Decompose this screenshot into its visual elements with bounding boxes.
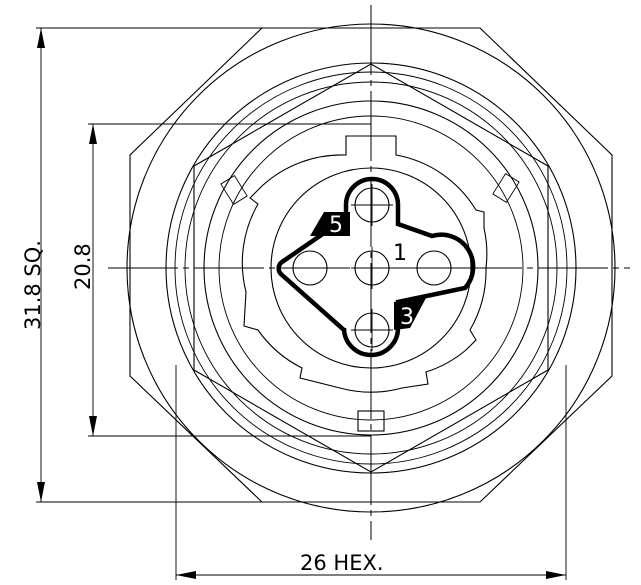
pin-3	[351, 309, 393, 351]
bore-arrow-bottom	[89, 416, 97, 436]
pin-3-label: 3	[400, 305, 414, 330]
hex-dimension-label: 26 HEX.	[300, 551, 384, 575]
pin-1-label: 1	[393, 241, 407, 266]
sq-arrow-top	[37, 28, 45, 48]
hex-arrow-left	[176, 571, 196, 579]
pin-1	[351, 247, 393, 289]
bore-arrow-top	[89, 124, 97, 144]
pin-left	[289, 251, 331, 285]
square-dimension-label: 31.8 SQ.	[21, 240, 45, 330]
pin-5	[351, 184, 393, 226]
pin-5-label: 5	[329, 213, 343, 238]
pin-right	[413, 251, 455, 285]
hex-arrow-right	[546, 571, 566, 579]
left-key-slot	[221, 176, 247, 205]
bore-dimension-label: 20.8	[71, 243, 95, 290]
sq-arrow-bottom	[37, 482, 45, 502]
